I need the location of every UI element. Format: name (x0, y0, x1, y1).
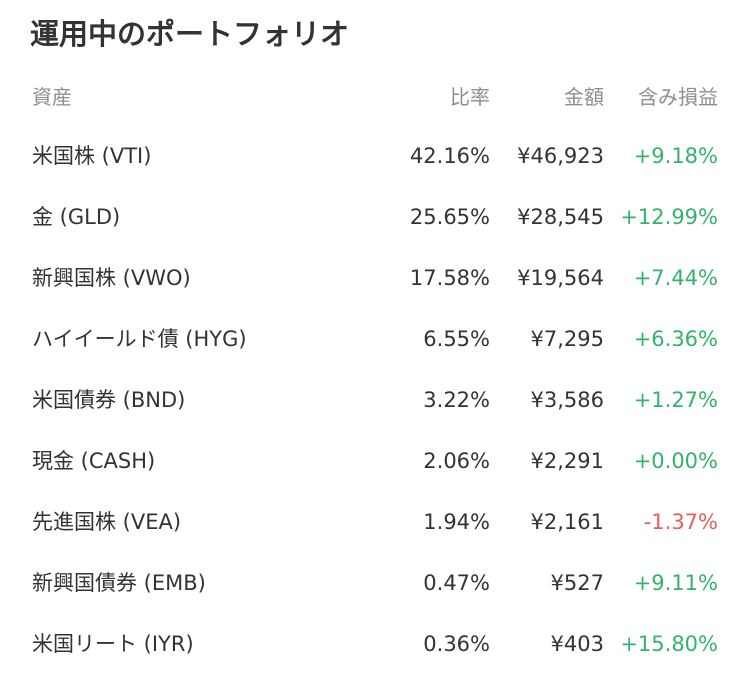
asset-amount: ¥403 (550, 632, 604, 656)
table-row[interactable]: 米国債券 (BND) 3.22% ¥3,586 +1.27% (0, 370, 750, 431)
asset-unrealized-pl: +0.00% (633, 449, 718, 473)
asset-name: ハイイールド債 (HYG) (32, 327, 247, 351)
asset-ratio: 0.47% (423, 571, 490, 595)
asset-amount: ¥19,564 (517, 266, 604, 290)
asset-ratio: 42.16% (409, 144, 490, 168)
table-row[interactable]: 米国リート (IYR) 0.36% ¥403 +15.80% (0, 614, 750, 675)
header-amount: 金額 (564, 85, 604, 109)
asset-amount: ¥46,923 (517, 144, 604, 168)
asset-name: 米国株 (VTI) (32, 144, 152, 168)
asset-amount: ¥28,545 (517, 205, 604, 229)
asset-unrealized-pl: +12.99% (620, 205, 718, 229)
asset-unrealized-pl: +9.11% (633, 571, 718, 595)
asset-ratio: 2.06% (423, 449, 490, 473)
asset-unrealized-pl: +6.36% (633, 327, 718, 351)
asset-unrealized-pl: +1.27% (633, 388, 718, 412)
asset-ratio: 1.94% (423, 510, 490, 534)
header-ratio: 比率 (450, 85, 490, 109)
asset-unrealized-pl: +15.80% (620, 632, 718, 656)
asset-amount: ¥527 (550, 571, 604, 595)
asset-name: 現金 (CASH) (32, 449, 156, 473)
table-row[interactable]: 現金 (CASH) 2.06% ¥2,291 +0.00% (0, 431, 750, 492)
asset-name: 金 (GLD) (32, 205, 121, 229)
asset-unrealized-pl: -1.37% (643, 510, 718, 534)
portfolio-table: 資産 比率 金額 含み損益 米国株 (VTI) 42.16% ¥46,923 +… (0, 68, 750, 675)
table-row[interactable]: 金 (GLD) 25.65% ¥28,545 +12.99% (0, 187, 750, 248)
table-row[interactable]: 米国株 (VTI) 42.16% ¥46,923 +9.18% (0, 126, 750, 187)
asset-amount: ¥3,586 (530, 388, 604, 412)
asset-unrealized-pl: +7.44% (633, 266, 718, 290)
asset-amount: ¥2,291 (530, 449, 604, 473)
asset-ratio: 25.65% (409, 205, 490, 229)
asset-ratio: 6.55% (423, 327, 490, 351)
table-row[interactable]: 新興国株 (VWO) 17.58% ¥19,564 +7.44% (0, 248, 750, 309)
header-asset: 資産 (32, 85, 72, 109)
asset-name: 米国リート (IYR) (32, 632, 194, 656)
asset-name: 新興国債券 (EMB) (32, 571, 206, 595)
table-row[interactable]: 新興国債券 (EMB) 0.47% ¥527 +9.11% (0, 553, 750, 614)
asset-name: 新興国株 (VWO) (32, 266, 191, 290)
table-row[interactable]: ハイイールド債 (HYG) 6.55% ¥7,295 +6.36% (0, 309, 750, 370)
asset-name: 米国債券 (BND) (32, 388, 186, 412)
asset-ratio: 0.36% (423, 632, 490, 656)
asset-ratio: 3.22% (423, 388, 490, 412)
asset-unrealized-pl: +9.18% (633, 144, 718, 168)
asset-amount: ¥7,295 (530, 327, 604, 351)
asset-amount: ¥2,161 (530, 510, 604, 534)
page-title: 運用中のポートフォリオ (30, 17, 350, 51)
asset-name: 先進国株 (VEA) (32, 510, 182, 534)
table-row[interactable]: 先進国株 (VEA) 1.94% ¥2,161 -1.37% (0, 492, 750, 553)
header-unrealized-pl: 含み損益 (638, 85, 718, 109)
table-header: 資産 比率 金額 含み損益 (0, 68, 750, 126)
asset-ratio: 17.58% (409, 266, 490, 290)
